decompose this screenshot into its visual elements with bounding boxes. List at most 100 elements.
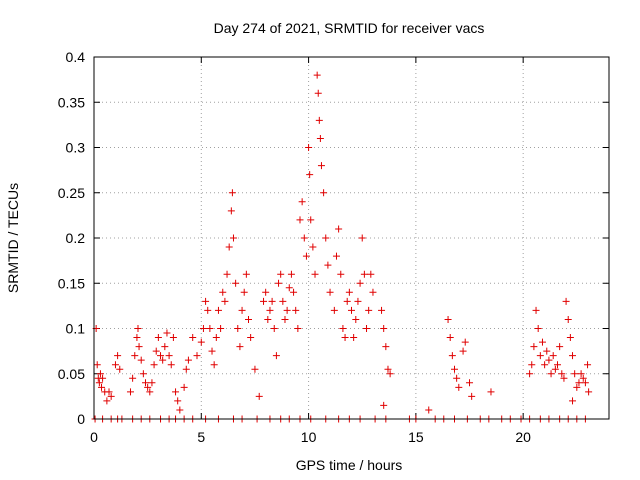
data-point	[545, 356, 553, 364]
data-point	[221, 297, 229, 305]
data-point	[367, 270, 375, 278]
y-tick-label: 0.2	[66, 230, 86, 246]
data-point	[380, 401, 388, 409]
data-point	[566, 334, 574, 342]
data-point	[189, 334, 197, 342]
data-point	[564, 315, 572, 323]
data-point	[579, 374, 587, 382]
data-point	[139, 370, 147, 378]
data-point	[547, 370, 555, 378]
data-point	[210, 361, 218, 369]
data-point	[144, 383, 152, 391]
y-tick-label: 0.35	[58, 94, 85, 110]
data-point	[313, 71, 321, 79]
data-point	[236, 343, 244, 351]
data-point	[163, 329, 171, 337]
data-point	[133, 334, 141, 342]
data-point	[330, 306, 338, 314]
x-tick-label: 15	[408, 429, 424, 445]
data-point	[551, 365, 559, 373]
data-point	[214, 306, 222, 314]
data-point	[487, 388, 495, 396]
data-point	[341, 334, 349, 342]
data-point	[528, 361, 536, 369]
data-point	[311, 270, 319, 278]
y-tick-label: 0.1	[66, 321, 86, 337]
data-point	[129, 374, 137, 382]
data-point	[167, 361, 175, 369]
data-point	[159, 356, 167, 364]
data-point	[255, 392, 263, 400]
data-point	[571, 370, 579, 378]
data-point	[451, 365, 458, 373]
data-points	[91, 71, 593, 423]
data-point	[386, 370, 394, 378]
data-point	[199, 325, 207, 332]
data-point	[538, 338, 546, 346]
data-point	[116, 365, 124, 373]
data-point	[459, 347, 467, 355]
data-point	[532, 306, 540, 314]
data-point	[322, 234, 330, 242]
data-point	[343, 297, 351, 305]
data-point	[184, 356, 192, 364]
data-point	[157, 352, 165, 360]
data-point	[543, 347, 551, 355]
data-point	[332, 252, 340, 260]
data-point	[296, 216, 304, 224]
data-point	[270, 325, 278, 332]
data-point	[137, 356, 145, 364]
data-point	[315, 116, 323, 124]
data-point	[95, 379, 103, 387]
data-point	[266, 306, 274, 314]
data-point	[569, 352, 577, 360]
data-point	[554, 361, 561, 369]
data-point	[365, 306, 373, 314]
data-point	[314, 89, 322, 97]
ticks: 0 5 10 15 20 0 0.05 0.1 0.15 0.2 0.25 0.3 0.35 0.4	[58, 49, 609, 445]
data-point	[558, 370, 566, 378]
data-point	[562, 297, 570, 305]
data-point	[287, 270, 295, 278]
data-point	[225, 243, 233, 251]
data-point	[317, 162, 325, 170]
data-point	[197, 338, 205, 346]
data-point	[146, 388, 154, 396]
data-point	[172, 388, 180, 396]
data-point	[107, 392, 115, 400]
data-point	[268, 297, 276, 305]
data-point	[453, 374, 461, 382]
y-tick-label: 0.15	[58, 275, 85, 291]
data-point	[279, 297, 287, 305]
data-point	[135, 343, 143, 351]
data-point	[247, 334, 255, 342]
data-point	[169, 334, 177, 342]
data-point	[446, 334, 454, 342]
data-point	[152, 347, 160, 355]
data-point	[134, 325, 142, 332]
data-point	[335, 225, 343, 233]
data-point	[161, 343, 169, 351]
data-point	[573, 383, 581, 391]
y-tick-label: 0.4	[66, 49, 86, 65]
data-point	[581, 379, 589, 387]
data-point	[165, 352, 173, 360]
data-point	[309, 243, 317, 251]
data-point	[536, 352, 544, 360]
data-point	[126, 388, 134, 396]
data-point	[345, 288, 353, 296]
data-point	[142, 379, 149, 387]
data-point	[96, 370, 104, 378]
y-axis-label: SRMTID / TECUs	[5, 183, 21, 293]
data-point	[577, 370, 585, 378]
data-point	[148, 379, 156, 387]
data-point	[277, 270, 285, 278]
y-tick-label: 0	[77, 411, 85, 427]
data-point	[350, 334, 358, 342]
data-point	[202, 297, 210, 305]
y-tick-label: 0.25	[58, 185, 85, 201]
data-point	[358, 234, 366, 242]
data-point	[378, 306, 386, 314]
data-point	[219, 288, 227, 296]
